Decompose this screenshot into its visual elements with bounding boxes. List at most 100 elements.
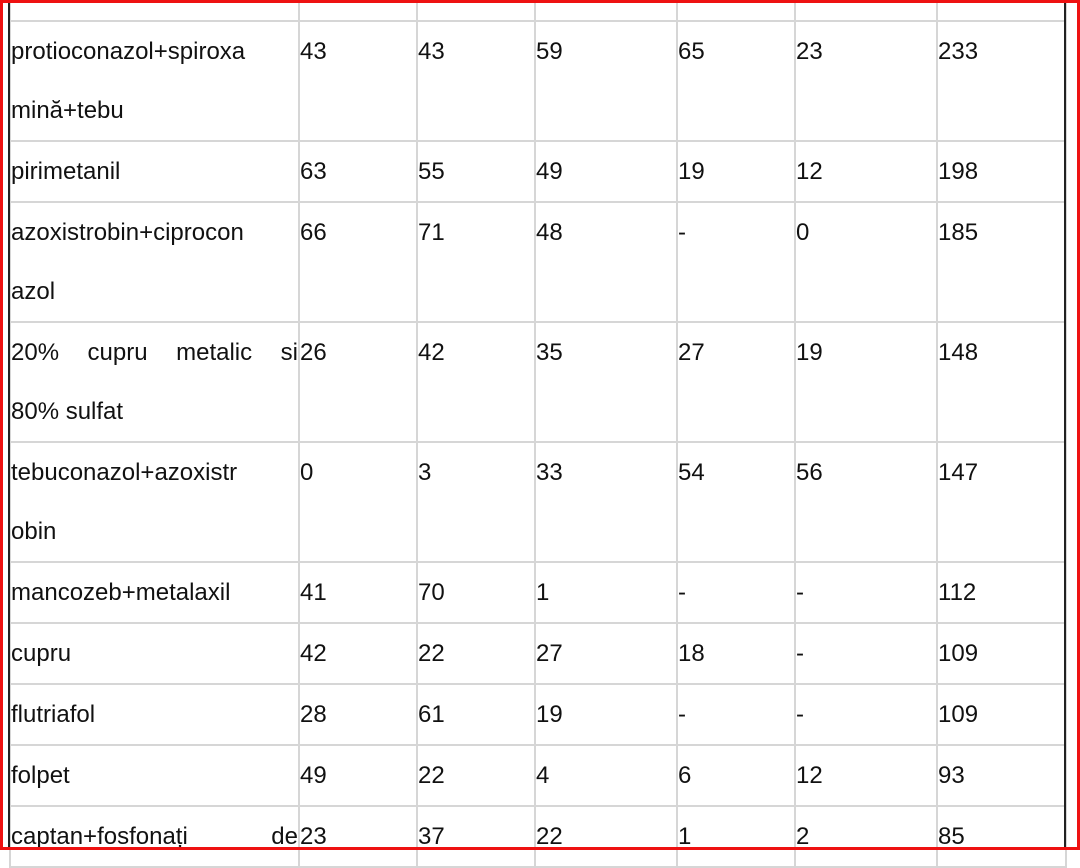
substance-cell[interactable]: flutriafol <box>9 683 300 746</box>
value-text: 22 <box>418 640 445 667</box>
value-text: 112 <box>938 579 977 606</box>
value-cell[interactable]: 19 <box>794 321 938 443</box>
value-cell[interactable]: - <box>676 561 796 624</box>
value-cell[interactable]: 42 <box>298 622 418 685</box>
value-cell[interactable]: 37 <box>416 805 536 868</box>
value-text: 2 <box>796 823 810 850</box>
substance-name-line: obin <box>11 518 57 545</box>
value-cell[interactable]: 233 <box>936 20 1067 142</box>
value-cell[interactable]: 22 <box>416 744 536 807</box>
value-cell[interactable]: 49 <box>298 744 418 807</box>
value-cell[interactable]: 109 <box>936 622 1067 685</box>
value-text: 43 <box>418 38 445 65</box>
table-row: captan+fosfonați de 23 37 22 1 2 85 <box>9 805 1067 868</box>
substance-name-line: cupru <box>11 640 72 667</box>
value-text: 85 <box>938 823 965 850</box>
value-cell[interactable]: 43 <box>298 20 418 142</box>
value-cell[interactable]: - <box>676 201 796 323</box>
value-cell[interactable]: 0 <box>794 201 938 323</box>
value-cell[interactable]: 61 <box>416 683 536 746</box>
value-cell[interactable]: 12 <box>794 140 938 203</box>
value-cell[interactable]: 19 <box>534 683 678 746</box>
value-cell[interactable]: 85 <box>936 805 1067 868</box>
value-cell[interactable]: 55 <box>416 140 536 203</box>
value-cell[interactable]: 70 <box>416 561 536 624</box>
value-cell[interactable]: 23 <box>298 805 418 868</box>
value-text: 42 <box>300 640 327 667</box>
value-text: 65 <box>678 38 705 65</box>
substance-cell[interactable]: tebuconazol+azoxistr obin <box>9 441 300 563</box>
left-border <box>8 0 10 850</box>
value-cell[interactable]: 54 <box>676 441 796 563</box>
value-text: 12 <box>796 158 823 185</box>
substance-cell[interactable]: azoxistrobin+ciprocon azol <box>9 201 300 323</box>
substance-name-line: mancozeb+metalaxil <box>11 579 231 606</box>
value-cell[interactable]: 63 <box>298 140 418 203</box>
substance-name-line: pirimetanil <box>11 158 121 185</box>
value-cell[interactable]: 22 <box>534 805 678 868</box>
value-cell[interactable]: 112 <box>936 561 1067 624</box>
value-text: 3 <box>418 459 432 486</box>
value-cell[interactable]: 56 <box>794 441 938 563</box>
value-cell[interactable]: 23 <box>794 20 938 142</box>
value-text: 63 <box>300 158 327 185</box>
value-cell[interactable]: 0 <box>298 441 418 563</box>
value-cell[interactable]: 185 <box>936 201 1067 323</box>
substance-cell[interactable]: protioconazol+spiroxa mină+tebu <box>9 20 300 142</box>
value-cell[interactable]: 19 <box>676 140 796 203</box>
value-text: 49 <box>300 762 327 789</box>
value-cell[interactable]: 3 <box>416 441 536 563</box>
value-cell[interactable]: 27 <box>676 321 796 443</box>
value-text: 54 <box>678 459 705 486</box>
value-cell[interactable]: 18 <box>676 622 796 685</box>
value-text: - <box>796 579 804 606</box>
value-cell[interactable]: 1 <box>676 805 796 868</box>
value-cell[interactable]: 93 <box>936 744 1067 807</box>
value-cell[interactable]: 1 <box>534 561 678 624</box>
value-cell[interactable]: - <box>794 561 938 624</box>
value-text: 109 <box>938 701 979 728</box>
substance-name-line: protioconazol+spiroxa <box>11 38 246 65</box>
substance-cell[interactable]: captan+fosfonați de <box>9 805 300 868</box>
value-cell[interactable]: 22 <box>416 622 536 685</box>
table-row-top-partial <box>9 0 1067 22</box>
value-cell[interactable]: 59 <box>534 20 678 142</box>
substance-cell[interactable]: folpet <box>9 744 300 807</box>
value-cell[interactable]: 66 <box>298 201 418 323</box>
value-text: 59 <box>536 38 563 65</box>
value-cell[interactable]: 71 <box>416 201 536 323</box>
value-cell[interactable]: 147 <box>936 441 1067 563</box>
value-cell[interactable]: 65 <box>676 20 796 142</box>
value-cell[interactable]: 28 <box>298 683 418 746</box>
value-cell[interactable]: 2 <box>794 805 938 868</box>
value-cell[interactable]: 41 <box>298 561 418 624</box>
substance-cell[interactable]: mancozeb+metalaxil <box>9 561 300 624</box>
value-text: 1 <box>536 579 550 606</box>
value-cell[interactable]: 48 <box>534 201 678 323</box>
value-cell[interactable]: 4 <box>534 744 678 807</box>
value-cell[interactable]: - <box>794 622 938 685</box>
value-cell[interactable]: - <box>794 683 938 746</box>
value-cell[interactable]: 27 <box>534 622 678 685</box>
value-cell[interactable]: 33 <box>534 441 678 563</box>
value-cell[interactable]: 6 <box>676 744 796 807</box>
value-text: - <box>678 219 686 246</box>
value-cell[interactable]: 148 <box>936 321 1067 443</box>
substance-name-line: folpet <box>11 762 70 789</box>
substance-cell[interactable]: 20% cupru metalic si 80% sulfat <box>9 321 300 443</box>
value-cell[interactable]: 26 <box>298 321 418 443</box>
value-cell[interactable]: 198 <box>936 140 1067 203</box>
right-border <box>1064 0 1066 850</box>
value-cell[interactable]: 35 <box>534 321 678 443</box>
value-cell[interactable]: 49 <box>534 140 678 203</box>
value-cell[interactable]: 42 <box>416 321 536 443</box>
substance-cell[interactable]: pirimetanil <box>9 140 300 203</box>
substance-name-line: azol <box>11 278 56 305</box>
value-text: 19 <box>678 158 705 185</box>
value-cell[interactable]: 43 <box>416 20 536 142</box>
value-cell[interactable]: 109 <box>936 683 1067 746</box>
substance-cell[interactable]: cupru <box>9 622 300 685</box>
value-cell[interactable]: - <box>676 683 796 746</box>
value-cell[interactable]: 12 <box>794 744 938 807</box>
value-text: 28 <box>300 701 327 728</box>
